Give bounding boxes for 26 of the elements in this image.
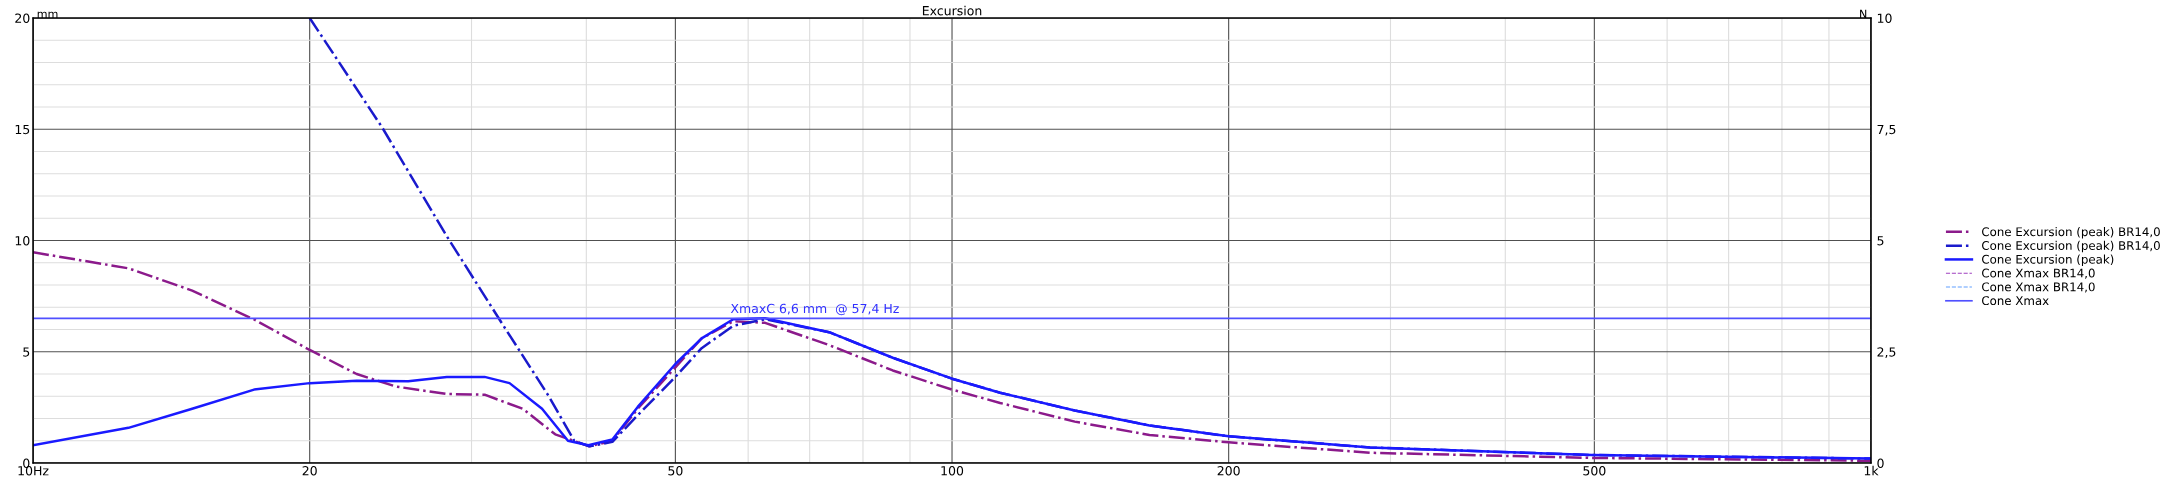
y2-tick-label: 5: [1877, 236, 1884, 246]
y-tick-label: 0: [23, 458, 30, 468]
x-tick-label: 20: [302, 466, 317, 476]
legend-label: Cone Xmax BR14,0: [1982, 282, 2095, 293]
legend-label: Cone Excursion (peak): [1982, 254, 2114, 267]
x-tick-label: 50: [668, 466, 683, 476]
y2-tick-label: 10: [1877, 13, 1892, 23]
y-tick-label: 10: [15, 235, 30, 246]
y-axis-title: mm: [37, 11, 58, 18]
y-tick-label: 20: [15, 13, 30, 23]
x-tick-label: 500: [1583, 466, 1606, 476]
x-tick-label: 200: [1217, 466, 1240, 476]
legend-label: Cone Excursion (peak) BR14,0: [1982, 240, 2160, 253]
x-tick-label: 10Hz: [18, 466, 49, 476]
legend-label: Cone Excursion (peak) BR14,0: [1982, 227, 2160, 239]
chart-title: Excursion: [922, 5, 982, 16]
y-tick-label: 5: [23, 347, 30, 357]
y-tick-label: 15: [15, 124, 30, 135]
annotation: XmaxC 6,6 mm @ 57,4 Hz: [730, 303, 899, 316]
y2-tick-label: 7,5: [1877, 124, 1896, 136]
y2-tick-label: 2,5: [1877, 347, 1896, 358]
x-tick-label: 100: [941, 466, 964, 476]
legend-label: Cone Xmax: [1982, 296, 2049, 306]
legend-label: Cone Xmax BR14,0: [1982, 268, 2095, 279]
y2-axis-title: N: [1860, 9, 1867, 18]
y2-tick-label: 0: [1877, 458, 1884, 468]
